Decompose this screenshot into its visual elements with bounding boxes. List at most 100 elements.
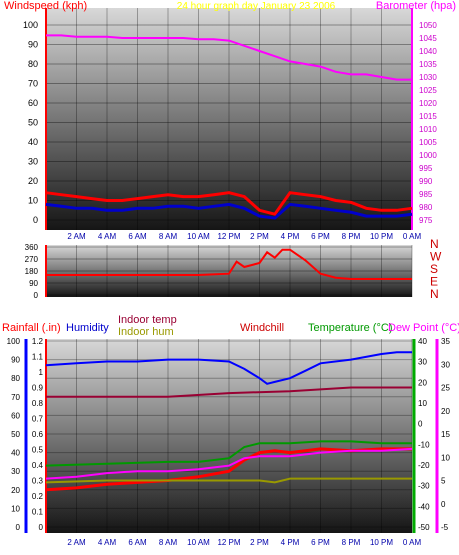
chart1-ytick-right: 1045	[419, 34, 437, 43]
chart1-ytick-right: 1005	[419, 138, 437, 147]
chart2-direction-label: S	[430, 262, 438, 276]
chart1-ytick-right: 1025	[419, 86, 437, 95]
chart2-direction-label: N	[430, 237, 439, 251]
chart1-ylabel-right: Barometer (hpa)	[376, 0, 456, 12]
chart3-ytick-temp: -50	[418, 523, 430, 532]
chart3-ytick-dew: -5	[441, 523, 449, 532]
chart1-series-wind-gust	[45, 191, 413, 216]
chart3-ytick-rain: 0.7	[32, 415, 44, 424]
chart3-xtick: 4 AM	[98, 538, 117, 547]
chart1-ytick-left: 90	[28, 40, 38, 50]
chart3-series-indoor-temp	[46, 386, 412, 398]
chart1-xtick: 2 PM	[250, 232, 269, 241]
chart3-ytick-rain: 0.8	[32, 399, 44, 408]
chart3-xtick: 2 AM	[67, 538, 86, 547]
chart1-ytick-left: 20	[28, 176, 38, 186]
chart3-xtick: 6 PM	[311, 538, 330, 547]
chart3-ytick-dew: 25	[441, 384, 450, 393]
chart1-ytick-right: 975	[419, 216, 433, 225]
chart3-ytick-rain: 1	[39, 368, 44, 377]
chart1-ytick-left: 10	[28, 196, 38, 206]
chart1-xtick: 4 AM	[98, 232, 117, 241]
chart3-ytick-humidity: 90	[11, 356, 20, 365]
chart1-xtick: 10 PM	[370, 232, 393, 241]
chart3-ytick-rain: 1.1	[32, 353, 44, 362]
chart2-ytick: 0	[34, 291, 39, 300]
chart3-ytick-temp: -40	[418, 502, 430, 511]
chart3-ytick-temp: 20	[418, 378, 427, 387]
chart3-xtick: 10 AM	[187, 538, 210, 547]
chart3-xtick: 8 AM	[159, 538, 178, 547]
chart3-ytick-rain: 0	[39, 523, 44, 532]
chart1-xtick: 8 PM	[342, 232, 361, 241]
chart3-series-dew-point	[45, 447, 413, 480]
chart2-ytick: 180	[25, 267, 39, 276]
chart3-ytick-dew: 5	[441, 477, 446, 486]
chart3-ytick-temp: -30	[418, 482, 430, 491]
chart1-ytick-right: 980	[419, 203, 433, 212]
chart1-ytick-right: 1035	[419, 60, 437, 69]
chart3-plot-area	[46, 339, 412, 533]
chart3-xtick: 4 PM	[281, 538, 300, 547]
chart3-ytick-dew: 35	[441, 337, 450, 346]
chart3-series-humidity	[45, 351, 412, 385]
chart3-ytick-humidity: 0	[16, 523, 21, 532]
chart1-xtick: 4 PM	[281, 232, 300, 241]
chart2-plot-area	[46, 245, 412, 297]
chart2-series-wind-direction	[46, 248, 412, 280]
legend-windchill: Windchill	[240, 322, 284, 334]
chart2-ytick: 360	[25, 243, 39, 252]
chart3-ytick-dew: 10	[441, 453, 450, 462]
chart1-ytick-right: 1015	[419, 112, 437, 121]
chart1-ytick-right: 985	[419, 190, 433, 199]
chart3-ytick-temp: 10	[418, 399, 427, 408]
chart1-xtick: 2 AM	[67, 232, 86, 241]
chart3-ytick-dew: 30	[441, 360, 450, 369]
chart1-ytick-right: 1010	[419, 125, 437, 134]
legend-rainfall: Rainfall (.in)	[2, 322, 61, 334]
chart1-ytick-left: 40	[28, 137, 38, 147]
chart3-ytick-rain: 0.4	[32, 461, 44, 470]
chart3-ytick-temp: 30	[418, 358, 427, 367]
chart1-ytick-right: 1040	[419, 47, 437, 56]
chart2-direction-label: N	[430, 287, 439, 301]
chart3-ytick-humidity: 100	[7, 337, 21, 346]
chart1-ytick-left: 0	[33, 215, 38, 225]
chart1-ylabel-left: Windspeed (kph)	[4, 0, 87, 12]
chart3-ytick-dew: 20	[441, 407, 450, 416]
chart1-xtick: 6 AM	[128, 232, 147, 241]
chart3-ytick-rain: 0.3	[32, 477, 44, 486]
chart1-xtick: 0 AM	[403, 232, 422, 241]
chart2-ytick: 90	[29, 279, 38, 288]
chart3-ytick-humidity: 70	[11, 393, 20, 402]
chart3-ytick-rain: 1.2	[32, 337, 44, 346]
chart3-xtick: 0 AM	[403, 538, 422, 547]
chart3-series-windchill	[45, 447, 412, 492]
chart3-ytick-temp: -10	[418, 440, 430, 449]
chart3-ytick-humidity: 20	[11, 486, 20, 495]
chart3-xtick: 10 PM	[370, 538, 393, 547]
chart3-ytick-humidity: 80	[11, 374, 20, 383]
chart3-ytick-temp: 40	[418, 337, 427, 346]
chart3-series-temperature	[45, 440, 412, 467]
chart1-ytick-left: 30	[28, 157, 38, 167]
chart3-legend: Rainfall (.in) Humidity Indoor temp Indo…	[2, 314, 459, 338]
chart3-ytick-temp: 0	[418, 420, 423, 429]
legend-temperature: Temperature (°C)	[308, 322, 392, 334]
chart1-ytick-right: 995	[419, 164, 433, 173]
chart1-xtick: 12 PM	[217, 232, 240, 241]
chart1-ytick-left: 60	[28, 98, 38, 108]
chart2-direction-label: W	[430, 250, 442, 264]
chart1-xtick: 10 AM	[187, 232, 210, 241]
chart3-series-indoor-hum	[45, 477, 412, 484]
chart1-title: 24 hour graph day January 23 2006	[177, 1, 336, 12]
chart1-ytick-left: 50	[28, 118, 38, 128]
chart3-ytick-humidity: 50	[11, 430, 20, 439]
chart3-ytick-rain: 0.1	[32, 508, 44, 517]
chart1-ytick-left: 80	[28, 59, 38, 69]
chart3-xtick: 6 AM	[128, 538, 147, 547]
chart1-xtick: 8 AM	[159, 232, 178, 241]
chart3-ytick-rain: 0.6	[32, 430, 44, 439]
chart1-series-barometer	[46, 34, 412, 81]
